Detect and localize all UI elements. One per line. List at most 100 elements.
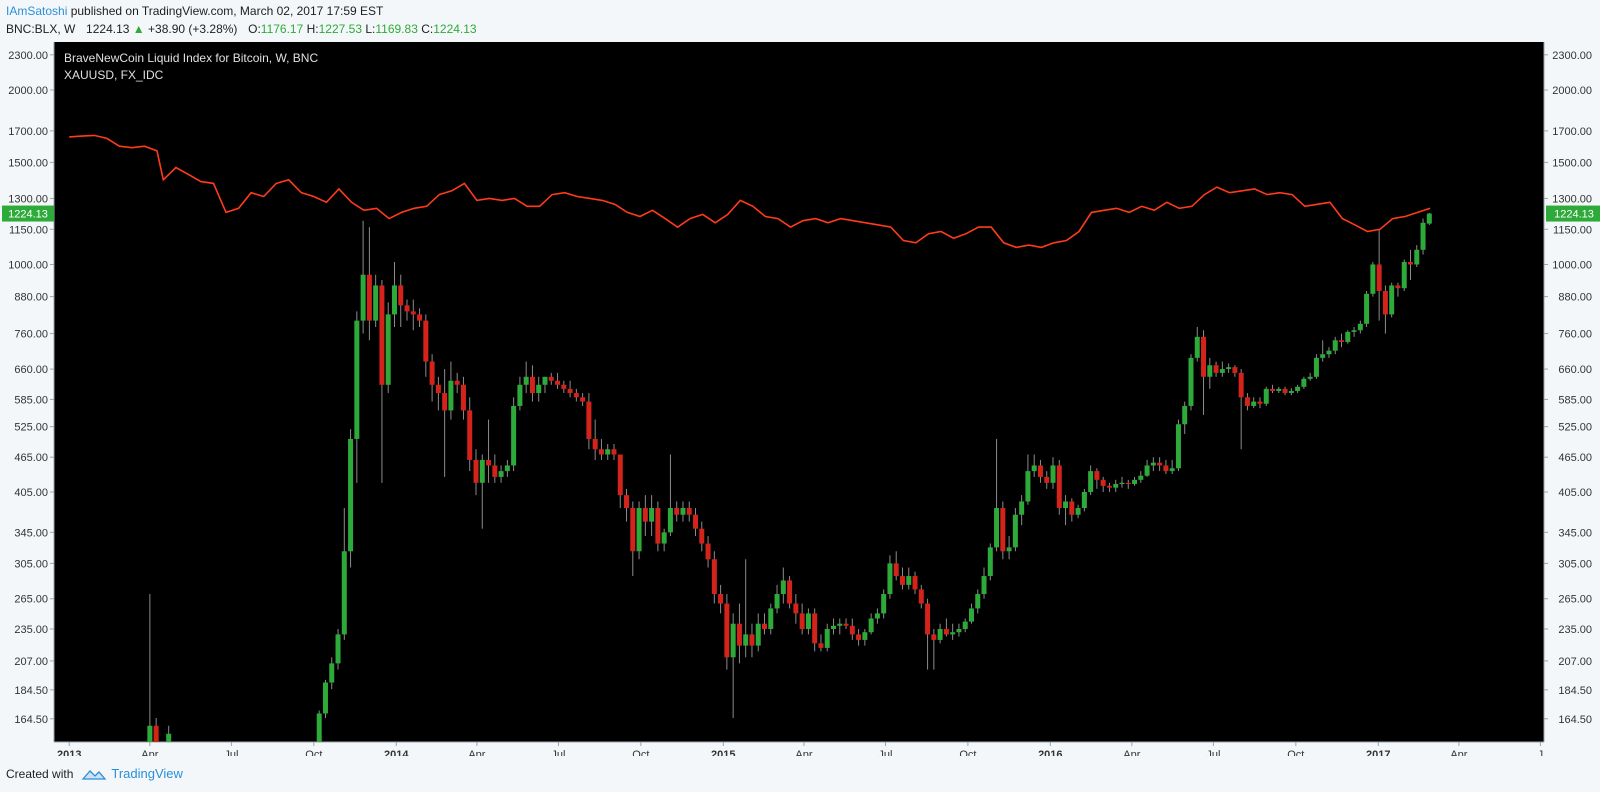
candle-body xyxy=(718,594,724,604)
candle-body xyxy=(1276,388,1282,391)
y-tick-label: 1150.00 xyxy=(9,224,48,236)
candle-body xyxy=(1251,401,1257,406)
candle-body xyxy=(1320,354,1326,358)
y-tick-label: 164.50 xyxy=(14,714,48,726)
open-label: O: xyxy=(248,22,261,36)
price-chart[interactable]: 2300.00 2000.00 1700.00 1500.00 1300.00 1150.… xyxy=(0,40,1600,756)
x-tick-label: Jul xyxy=(551,749,565,756)
y-tick-label: 164.50 xyxy=(1558,714,1592,726)
candle-body xyxy=(166,733,172,742)
candle-body xyxy=(1106,485,1112,488)
candle-body xyxy=(329,663,335,683)
candle-body xyxy=(586,401,592,439)
created-with-text: Created with xyxy=(6,766,74,781)
y-tick-label: 1700.00 xyxy=(1552,126,1592,138)
candle-body xyxy=(153,725,159,742)
candle-body xyxy=(1426,213,1432,224)
candle-body xyxy=(1031,465,1037,472)
candle-body xyxy=(548,376,554,381)
candle-body xyxy=(147,725,153,742)
candle-body xyxy=(1113,484,1119,488)
x-tick-label: Jul xyxy=(1206,749,1220,756)
candle-body xyxy=(743,634,749,646)
candle-body xyxy=(385,314,391,385)
candle-body xyxy=(423,320,429,362)
close-value: 1224.13 xyxy=(433,22,477,36)
candle-body xyxy=(322,682,328,714)
publish-line: IAmSatoshi published on TradingView.com,… xyxy=(6,4,383,18)
y-tick-label: 760.00 xyxy=(14,329,48,341)
candle-body xyxy=(1157,462,1163,466)
candle-body xyxy=(1263,388,1269,404)
candle-body xyxy=(887,563,893,595)
low-label: L: xyxy=(365,22,376,36)
candle-body xyxy=(780,580,786,595)
candle-body xyxy=(755,623,761,646)
tradingview-link[interactable]: TradingView xyxy=(111,766,183,781)
candle-body xyxy=(937,628,943,640)
candle-body xyxy=(624,495,630,509)
candle-body xyxy=(1238,372,1244,398)
candle-body xyxy=(1213,365,1219,373)
candle-body xyxy=(417,314,423,321)
y-tick-label: 405.00 xyxy=(14,487,48,499)
candle-body xyxy=(373,285,379,321)
candle-body xyxy=(379,285,385,385)
candle-body xyxy=(1000,508,1006,552)
candle-body xyxy=(555,380,561,385)
candle-body xyxy=(1144,465,1150,476)
symbol-label: BNC:BLX, W xyxy=(6,22,76,36)
x-tick-label: Oct xyxy=(1287,749,1304,756)
candle-body xyxy=(730,623,736,658)
y-tick-label: 345.00 xyxy=(14,527,48,539)
y-tick-label: 2000.00 xyxy=(1552,85,1592,97)
candle-body xyxy=(824,628,830,648)
candle-body xyxy=(1063,501,1069,509)
y-tick-label: 760.00 xyxy=(1558,329,1592,341)
y-tick-label: 235.00 xyxy=(1558,624,1592,636)
candle-body xyxy=(843,623,849,626)
candle-body xyxy=(398,285,404,306)
open-value: 1176.17 xyxy=(260,22,304,36)
candle-body xyxy=(1345,331,1351,342)
y-tick-label: 405.00 xyxy=(1558,487,1592,499)
candle-body xyxy=(448,380,454,411)
candle-body xyxy=(1182,405,1188,425)
candle-body xyxy=(661,532,667,544)
candle-body xyxy=(573,393,579,398)
x-tick-label: Apr xyxy=(795,749,812,756)
last-price-tag xyxy=(2,205,54,222)
xauusd-line xyxy=(69,134,1431,249)
candle-body xyxy=(1019,501,1025,515)
candle-body xyxy=(1025,471,1031,502)
candle-body xyxy=(1088,471,1094,492)
candle-body xyxy=(617,454,623,496)
candle-body xyxy=(987,547,993,577)
candle-body xyxy=(523,376,529,385)
plot-area[interactable] xyxy=(54,42,1544,742)
candle-body xyxy=(1075,508,1081,515)
y-tick-label: 345.00 xyxy=(1558,527,1592,539)
candle-body xyxy=(561,384,567,389)
y-tick-label: 2300.00 xyxy=(8,50,48,62)
y-tick-label: 525.00 xyxy=(14,422,48,434)
candle-body xyxy=(442,393,448,411)
candle-body xyxy=(837,623,843,626)
y-tick-label: 235.00 xyxy=(14,624,48,636)
y-tick-label: 660.00 xyxy=(1558,364,1592,376)
candle-body xyxy=(1163,465,1169,472)
y-tick-label: 2000.00 xyxy=(8,85,48,97)
y-tick-label: 265.00 xyxy=(1558,594,1592,606)
candle-body xyxy=(699,528,705,544)
candle-body xyxy=(912,576,918,590)
candle-body xyxy=(1081,491,1087,509)
y-tick-label: 1300.00 xyxy=(8,193,48,205)
candle-body xyxy=(1414,249,1420,265)
candle-body xyxy=(473,459,479,483)
candle-body xyxy=(655,508,661,544)
candle-body xyxy=(511,405,517,466)
author-link[interactable]: IAmSatoshi xyxy=(6,4,68,18)
candle-body xyxy=(335,634,341,664)
candle-body xyxy=(1420,222,1426,250)
candle-body xyxy=(1125,482,1131,485)
